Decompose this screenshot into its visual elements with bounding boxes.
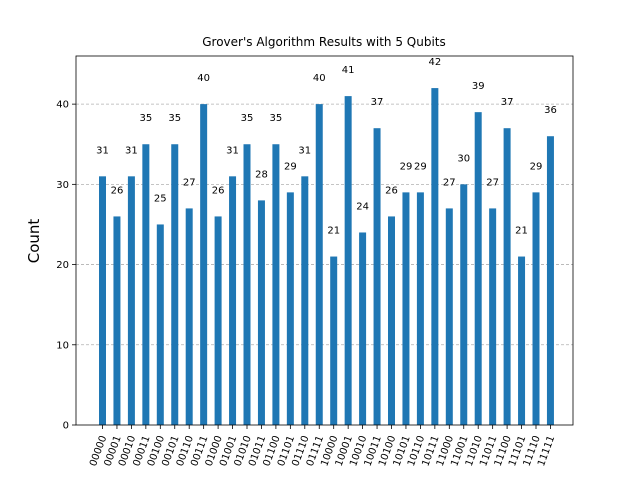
bar-00011 (142, 144, 150, 425)
bar-11100 (503, 128, 511, 425)
bar-value-label: 30 (457, 153, 470, 164)
bar-00101 (171, 144, 179, 425)
bar-11101 (518, 256, 526, 425)
bar-11001 (460, 184, 468, 425)
bar-value-label: 42 (428, 57, 441, 68)
x-axis-ticks: 0000000001000100001100100001010011000111… (88, 425, 557, 468)
bar-11011 (489, 208, 497, 425)
bar-value-label: 27 (183, 177, 196, 188)
bar-01100 (272, 144, 280, 425)
bar-01010 (243, 144, 251, 425)
bar-00100 (156, 224, 164, 425)
bar-value-label: 37 (371, 97, 384, 108)
bar-10110 (416, 192, 424, 425)
bar-value-label: 41 (342, 65, 355, 76)
bar-10000 (330, 256, 338, 425)
bar-value-label: 29 (414, 161, 427, 172)
bar-11111 (546, 136, 554, 425)
bar-00110 (185, 208, 193, 425)
bar-value-label: 31 (226, 145, 239, 156)
y-tick-label: 30 (56, 180, 69, 191)
data-labels: 3126313525352740263135283529314021412437… (96, 57, 557, 236)
plot-frame (75, 55, 574, 426)
bar-11110 (532, 192, 540, 425)
bar-00010 (127, 176, 135, 425)
bar-value-label: 26 (111, 185, 124, 196)
bar-value-label: 28 (255, 169, 268, 180)
bar-value-label: 24 (356, 201, 369, 212)
bar-value-label: 21 (515, 226, 528, 237)
bar-00111 (200, 104, 208, 425)
bar-value-label: 26 (385, 185, 398, 196)
bar-10001 (344, 96, 352, 425)
bar-01000 (214, 216, 222, 425)
y-tick-label: 40 (56, 100, 69, 111)
y-axis-label: Count (25, 219, 43, 264)
bar-value-label: 25 (154, 193, 167, 204)
bar-value-label: 40 (197, 73, 210, 84)
bar-value-label: 29 (284, 161, 297, 172)
y-tick-label: 10 (56, 340, 69, 351)
bars (99, 88, 554, 426)
bar-value-label: 39 (472, 81, 485, 92)
bar-value-label: 29 (530, 161, 543, 172)
bar-10010 (359, 232, 367, 425)
grid-lines (76, 103, 573, 346)
bar-11010 (474, 112, 482, 426)
bar-01001 (229, 176, 237, 425)
bar-value-label: 40 (313, 73, 326, 84)
bar-10100 (388, 216, 395, 425)
bar-value-label: 35 (139, 113, 152, 124)
bar-01101 (286, 192, 294, 425)
bar-10011 (373, 128, 381, 425)
bar-value-label: 29 (400, 161, 413, 172)
bar-value-label: 27 (486, 177, 499, 188)
bar-value-label: 36 (544, 105, 557, 116)
bar-10111 (431, 88, 439, 425)
y-tick-label: 0 (63, 421, 69, 432)
bar-value-label: 35 (241, 113, 254, 124)
bar-11000 (445, 208, 453, 425)
bar-01110 (301, 176, 309, 425)
bar-value-label: 31 (298, 145, 311, 156)
chart-title: Grover's Algorithm Results with 5 Qubits (202, 35, 446, 49)
y-tick-label: 20 (56, 260, 69, 271)
bar-value-label: 27 (443, 177, 456, 188)
bar-value-label: 31 (96, 145, 109, 156)
bar-value-label: 21 (327, 226, 340, 237)
bar-value-label: 35 (168, 113, 181, 124)
bar-00000 (99, 176, 106, 425)
bar-value-label: 31 (125, 145, 138, 156)
bar-value-label: 37 (501, 97, 514, 108)
bar-00001 (113, 216, 121, 425)
bar-01011 (257, 200, 265, 425)
bar-value-label: 26 (212, 185, 225, 196)
bar-01111 (315, 104, 323, 425)
bar-10101 (402, 192, 410, 425)
bar-value-label: 35 (270, 113, 283, 124)
y-axis-ticks: 0 10 20 30 40 (56, 100, 76, 432)
